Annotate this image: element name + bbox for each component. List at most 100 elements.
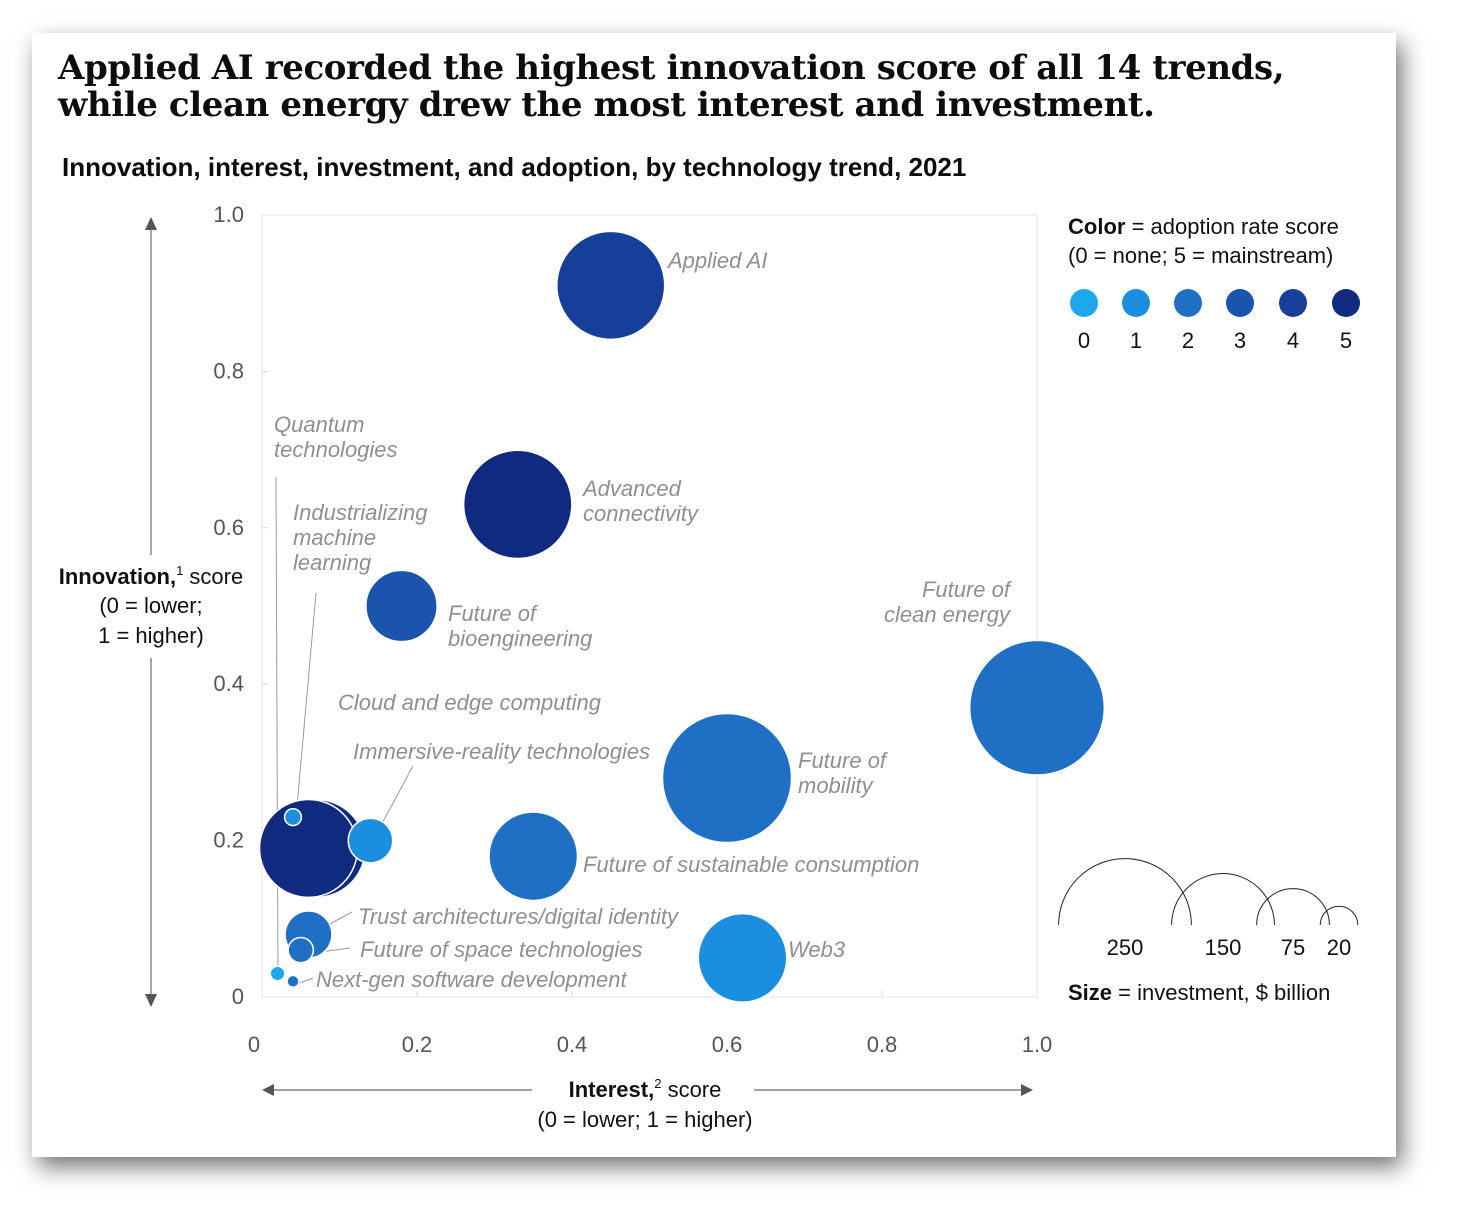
bubble-future-of-mobility <box>661 712 793 844</box>
x-tick-label-3: 0.6 <box>712 1032 743 1057</box>
leader-line-6 <box>296 977 314 985</box>
x-tick-label-2: 0.4 <box>557 1032 588 1057</box>
leader-line-0 <box>275 476 279 979</box>
annotation-3-line-0: Future of <box>922 577 1013 602</box>
legend-size-arc-75 <box>1256 888 1330 926</box>
bubble-future-of-clean-energy <box>968 639 1106 776</box>
x-axis-title: Interest,2 score <box>569 1076 722 1102</box>
annotation-8: Industrializing machine learning <box>293 500 428 575</box>
y-axis-title: Innovation,1 score <box>59 563 243 589</box>
annotation-1-line-1: connectivity <box>583 501 700 526</box>
annotation-7-line-1: technologies <box>274 437 398 462</box>
y-tick-label-5: 1.0 <box>213 202 244 227</box>
x-axis-arrowhead-left <box>262 1084 274 1096</box>
legend-color-subtitle: (0 = none; 5 = mainstream) <box>1068 243 1333 268</box>
annotation-6: Web3 <box>788 937 846 962</box>
bubble-applied-ai <box>556 230 666 341</box>
x-axis-title-line2: (0 = lower; 1 = higher) <box>537 1107 752 1132</box>
annotation-9: Cloud and edge computing <box>338 690 602 715</box>
legend-swatch-3 <box>1226 289 1254 317</box>
legend-swatch-5 <box>1332 289 1360 317</box>
legend-swatch-4 <box>1279 289 1307 317</box>
legend-swatch-label-0: 0 <box>1078 328 1090 353</box>
annotation-0: Applied AI <box>666 248 767 273</box>
legend-color-title-bold: Color <box>1068 214 1126 239</box>
y-tick-label-1: 0.2 <box>213 828 244 853</box>
legend: Color = adoption rate score (0 = none; 5 … <box>1058 214 1360 1005</box>
bubble-future-of-sustainable-consumption <box>488 811 579 902</box>
annotation-4: Future of mobility <box>798 748 889 798</box>
annotation-12: Future of space technologies <box>360 937 643 962</box>
tick-labels: 0 0.2 0.4 0.6 0.8 1.0 0 0.2 0.4 0.6 0.8 1.0 <box>213 202 1052 1057</box>
legend-size-label-75: 75 <box>1281 935 1305 960</box>
bubble-unlabeled <box>269 965 286 982</box>
bubble-quantum-technologies <box>283 807 303 827</box>
annotation-0-line-0: Applied AI <box>666 248 767 273</box>
bubble-advanced-connectivity <box>462 449 573 560</box>
x-tick-label-0: 0 <box>248 1032 260 1057</box>
x-axis-title-rest: score <box>661 1077 721 1102</box>
y-axis-title-line2: (0 = lower; <box>99 593 202 618</box>
y-tick-label-2: 0.4 <box>213 671 244 696</box>
y-axis-title-rest: score <box>183 564 243 589</box>
legend-swatch-1 <box>1122 289 1150 317</box>
legend-swatch-label-1: 1 <box>1130 328 1142 353</box>
y-tick-label-0: 0 <box>232 984 244 1009</box>
legend-swatch-label-4: 4 <box>1287 328 1299 353</box>
legend-size-label-150: 150 <box>1205 935 1242 960</box>
annotation-2-line-0: Future of <box>448 601 539 626</box>
annotation-10: Immersive-reality technologies <box>353 739 650 764</box>
bubble-cloud-and-edge-computing <box>258 798 359 899</box>
annotation-7: Quantum technologies <box>274 412 398 462</box>
annotation-2-line-1: bioengineering <box>448 626 593 651</box>
y-axis-title-sup: 1 <box>176 563 183 578</box>
x-axis-title-sup: 2 <box>654 1076 661 1091</box>
axis-titles: Innovation,1 score (0 = lower; 1 = higher)… <box>59 217 1033 1132</box>
y-axis-title-bold: Innovation, <box>59 564 176 589</box>
legend-color-title: Color = adoption rate score <box>1068 214 1339 239</box>
legend-swatch-0 <box>1070 289 1098 317</box>
legend-swatch-label-3: 3 <box>1234 328 1246 353</box>
y-tick-label-3: 0.6 <box>213 515 244 540</box>
bubble-web3 <box>697 912 788 1003</box>
legend-color-title-rest: = adoption rate score <box>1125 214 1338 239</box>
legend-size-label-20: 20 <box>1327 935 1351 960</box>
annotation-13-line-0: Next-gen software development <box>316 967 627 992</box>
annotation-1: Advanced connectivity <box>581 476 700 526</box>
legend-size-arc-150 <box>1171 873 1275 926</box>
x-tick-label-1: 0.2 <box>402 1032 433 1057</box>
annotation-13: Next-gen software development <box>316 967 627 992</box>
legend-swatch-label-5: 5 <box>1340 328 1352 353</box>
bubble-future-of-bioengineering <box>365 569 438 643</box>
x-axis-arrowhead-right <box>1021 1084 1033 1096</box>
bubble-next-gen-software-development <box>286 974 300 989</box>
leader-line-1 <box>295 592 317 819</box>
annotation-3-line-1: clean energy <box>884 602 1012 627</box>
y-axis-arrowhead-down <box>145 994 157 1007</box>
annotation-3: Future of clean energy <box>884 577 1013 627</box>
annotation-1-line-0: Advanced <box>581 476 682 501</box>
legend-size-label-250: 250 <box>1107 935 1144 960</box>
annotation-11-line-0: Trust architectures/digital identity <box>358 904 680 929</box>
annotation-7-line-0: Quantum <box>274 412 365 437</box>
bubbles <box>258 230 1106 1003</box>
legend-swatch-2 <box>1174 289 1202 317</box>
legend-size-arc-250 <box>1058 858 1192 926</box>
annotation-6-line-0: Web3 <box>788 937 846 962</box>
annotation-5: Future of sustainable consumption <box>583 852 919 877</box>
annotation-8-line-2: learning <box>293 550 372 575</box>
annotation-10-line-0: Immersive-reality technologies <box>353 739 650 764</box>
annotation-4-line-0: Future of <box>798 748 889 773</box>
y-axis-title-line3: 1 = higher) <box>98 623 204 648</box>
annotation-12-line-0: Future of space technologies <box>360 937 643 962</box>
annotation-11: Trust architectures/digital identity <box>358 904 680 929</box>
legend-size-title: Size = investment, $ billion <box>1068 980 1330 1005</box>
chart-subtitle: Innovation, interest, investment, and ad… <box>62 152 967 182</box>
y-axis-arrowhead-up <box>145 217 157 230</box>
x-axis-title-bold: Interest, <box>569 1077 655 1102</box>
legend-size-title-bold: Size <box>1068 980 1112 1005</box>
annotation-4-line-1: mobility <box>798 773 875 798</box>
annotation-8-line-1: machine <box>293 525 376 550</box>
